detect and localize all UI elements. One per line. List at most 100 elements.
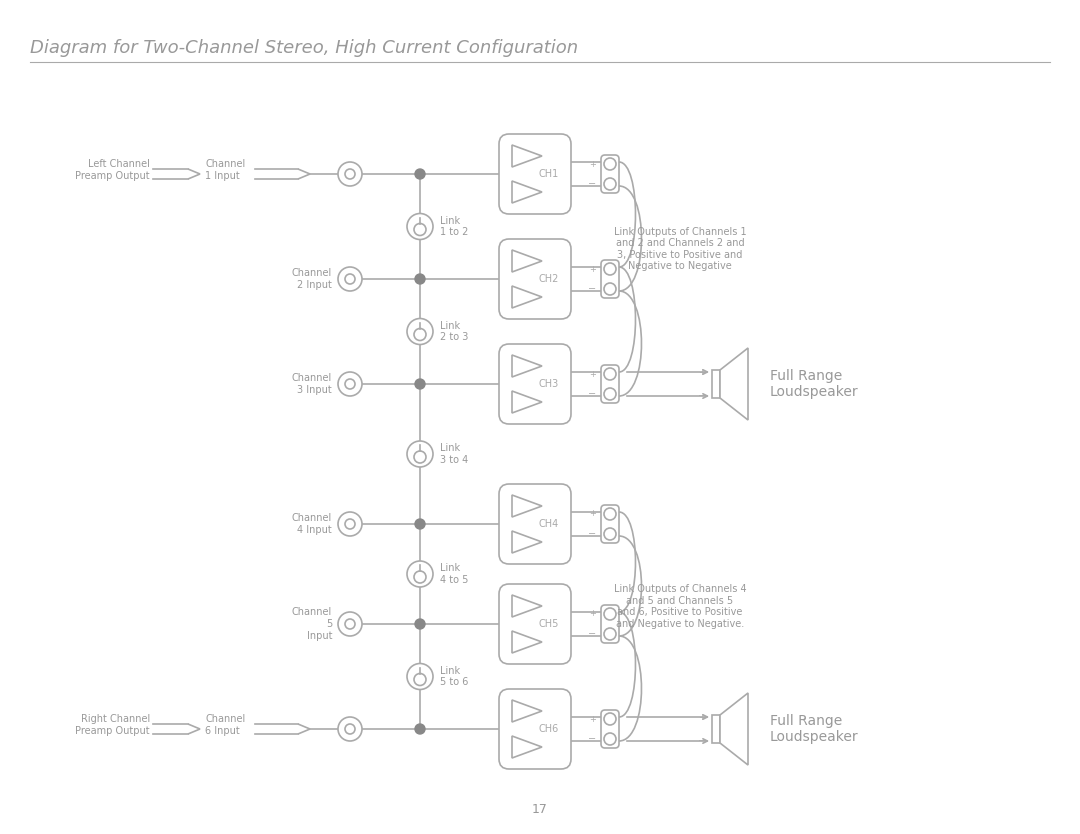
Text: Link
2 to 3: Link 2 to 3: [440, 321, 469, 342]
Text: +: +: [589, 264, 596, 274]
FancyBboxPatch shape: [499, 584, 571, 664]
Text: −: −: [588, 284, 596, 294]
Polygon shape: [512, 145, 542, 167]
Text: Link
5 to 6: Link 5 to 6: [440, 666, 469, 687]
Text: −: −: [588, 529, 596, 539]
Text: Right Channel
Preamp Output: Right Channel Preamp Output: [76, 714, 150, 736]
Text: −: −: [698, 736, 706, 746]
Circle shape: [414, 571, 426, 583]
Circle shape: [415, 519, 426, 529]
Text: Channel
1 Input: Channel 1 Input: [205, 159, 245, 181]
Text: Channel
3 Input: Channel 3 Input: [292, 373, 332, 394]
Polygon shape: [512, 391, 542, 413]
Circle shape: [338, 162, 362, 186]
Circle shape: [604, 263, 616, 275]
Circle shape: [345, 724, 355, 734]
Circle shape: [338, 512, 362, 536]
Circle shape: [345, 169, 355, 179]
Polygon shape: [512, 355, 542, 377]
FancyBboxPatch shape: [600, 710, 619, 748]
Text: +: +: [699, 712, 706, 721]
Text: +: +: [589, 715, 596, 724]
Circle shape: [604, 178, 616, 190]
Circle shape: [407, 214, 433, 239]
Circle shape: [338, 372, 362, 396]
FancyBboxPatch shape: [600, 155, 619, 193]
Text: CH6: CH6: [539, 724, 559, 734]
Circle shape: [407, 664, 433, 690]
FancyBboxPatch shape: [499, 344, 571, 424]
Circle shape: [604, 528, 616, 540]
Circle shape: [604, 368, 616, 380]
Circle shape: [407, 441, 433, 467]
Text: CH2: CH2: [539, 274, 559, 284]
Text: CH5: CH5: [539, 619, 559, 629]
Circle shape: [345, 619, 355, 629]
FancyBboxPatch shape: [499, 134, 571, 214]
Text: +: +: [589, 159, 596, 168]
Text: CH3: CH3: [539, 379, 559, 389]
Circle shape: [345, 519, 355, 529]
Circle shape: [604, 158, 616, 170]
Text: Link
1 to 2: Link 1 to 2: [440, 216, 469, 238]
Circle shape: [604, 283, 616, 295]
Text: Link Outputs of Channels 1
and 2 and Channels 2 and
3, Positive to Positive and
: Link Outputs of Channels 1 and 2 and Cha…: [613, 227, 746, 271]
Circle shape: [415, 379, 426, 389]
FancyBboxPatch shape: [499, 484, 571, 564]
Polygon shape: [720, 693, 748, 765]
Text: Channel
5
Input: Channel 5 Input: [292, 607, 332, 641]
Polygon shape: [712, 370, 720, 398]
FancyBboxPatch shape: [600, 505, 619, 543]
Text: CH4: CH4: [539, 519, 559, 529]
Text: Channel
2 Input: Channel 2 Input: [292, 269, 332, 289]
Circle shape: [415, 724, 426, 734]
Circle shape: [604, 508, 616, 520]
Text: Diagram for Two-Channel Stereo, High Current Configuration: Diagram for Two-Channel Stereo, High Cur…: [30, 39, 578, 57]
Text: −: −: [588, 389, 596, 399]
Circle shape: [338, 612, 362, 636]
Circle shape: [414, 329, 426, 340]
Circle shape: [407, 319, 433, 344]
Text: +: +: [589, 510, 596, 519]
Text: Channel
4 Input: Channel 4 Input: [292, 513, 332, 535]
Circle shape: [407, 561, 433, 587]
Circle shape: [345, 274, 355, 284]
Text: +: +: [589, 610, 596, 619]
Circle shape: [604, 628, 616, 640]
Circle shape: [415, 274, 426, 284]
Text: Channel
6 Input: Channel 6 Input: [205, 714, 245, 736]
Polygon shape: [512, 531, 542, 553]
Polygon shape: [712, 715, 720, 743]
FancyBboxPatch shape: [600, 365, 619, 403]
Text: 17: 17: [532, 803, 548, 816]
Text: +: +: [699, 368, 706, 376]
Polygon shape: [512, 631, 542, 653]
Circle shape: [338, 717, 362, 741]
Text: Link Outputs of Channels 4
and 5 and Channels 5
and 6, Positive to Positive
and : Link Outputs of Channels 4 and 5 and Cha…: [613, 584, 746, 629]
Polygon shape: [512, 700, 542, 722]
Text: Link
4 to 5: Link 4 to 5: [440, 563, 469, 585]
Text: −: −: [588, 734, 596, 744]
Circle shape: [604, 388, 616, 400]
Polygon shape: [512, 595, 542, 617]
Polygon shape: [512, 181, 542, 203]
FancyBboxPatch shape: [600, 605, 619, 643]
Circle shape: [338, 267, 362, 291]
FancyBboxPatch shape: [600, 260, 619, 298]
Polygon shape: [512, 286, 542, 308]
Text: Link
3 to 4: Link 3 to 4: [440, 443, 469, 465]
FancyBboxPatch shape: [499, 239, 571, 319]
Circle shape: [415, 169, 426, 179]
Text: +: +: [589, 369, 596, 379]
FancyBboxPatch shape: [499, 689, 571, 769]
Text: −: −: [588, 179, 596, 189]
Text: Full Range
Loudspeaker: Full Range Loudspeaker: [770, 369, 859, 399]
Polygon shape: [512, 736, 542, 758]
Text: −: −: [698, 391, 706, 401]
Text: Left Channel
Preamp Output: Left Channel Preamp Output: [76, 159, 150, 181]
Text: CH1: CH1: [539, 169, 559, 179]
Circle shape: [414, 451, 426, 463]
Polygon shape: [720, 348, 748, 420]
Polygon shape: [512, 495, 542, 517]
Circle shape: [415, 619, 426, 629]
